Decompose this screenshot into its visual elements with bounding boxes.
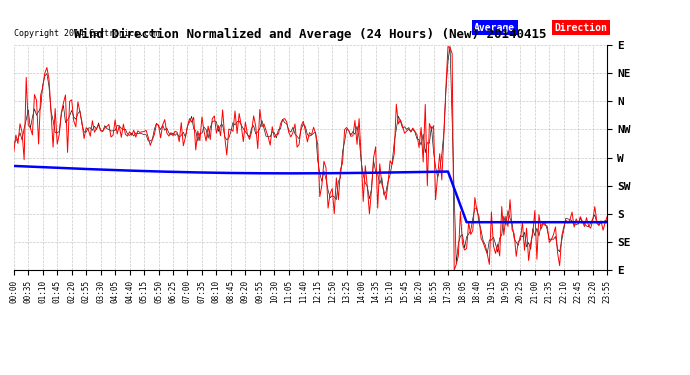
Title: Wind Direction Normalized and Average (24 Hours) (New) 20140415: Wind Direction Normalized and Average (2… — [75, 28, 546, 41]
Text: Average: Average — [474, 22, 515, 33]
Text: Direction: Direction — [554, 22, 607, 33]
Text: Copyright 2014 Cartronics.com: Copyright 2014 Cartronics.com — [14, 28, 159, 38]
